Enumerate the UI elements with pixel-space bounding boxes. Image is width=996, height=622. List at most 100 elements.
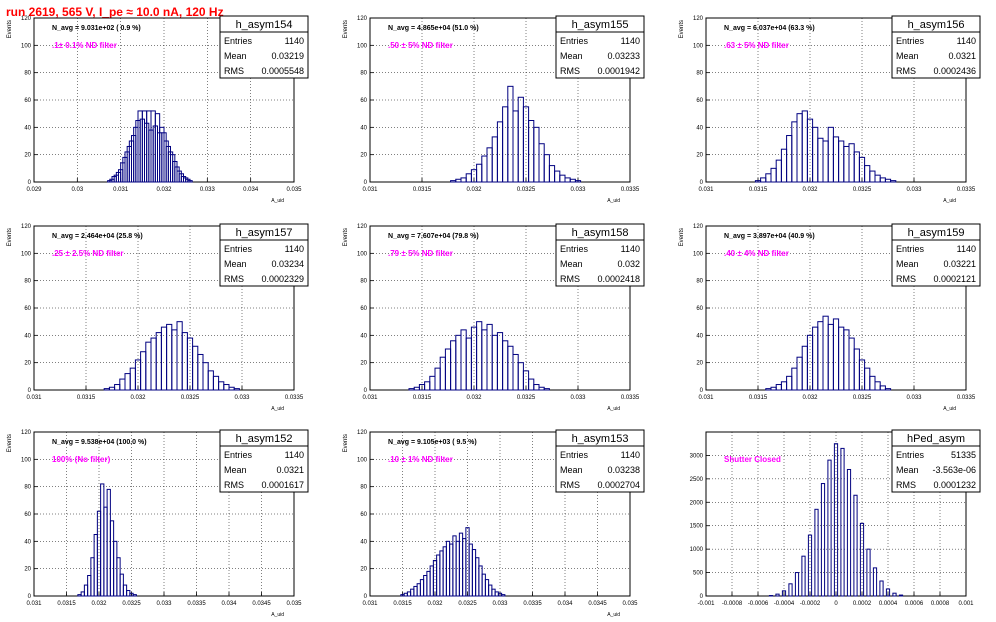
histogram-name: h_asym153 <box>572 433 629 445</box>
histogram-bin <box>569 178 576 183</box>
x-axis-label: A_uid <box>943 198 956 204</box>
navg-label: N_avg = 6.037e+04 (63.3 %) <box>724 25 815 32</box>
histogram-bin <box>801 555 806 597</box>
stat-label: Entries <box>896 450 925 460</box>
histogram-bin <box>486 147 493 183</box>
x-tick-label: 0.029 <box>26 187 42 193</box>
stats-box <box>555 429 645 493</box>
stat-label: Entries <box>224 244 253 254</box>
y-tick-label: 100 <box>693 43 704 49</box>
stat-value-mean: 0.03233 <box>607 51 640 61</box>
histogram-bin <box>846 468 852 597</box>
histogram-bin <box>827 459 832 597</box>
y-tick-label: 100 <box>357 251 368 257</box>
histogram-name: h_asym158 <box>572 227 629 239</box>
y-tick-label: 40 <box>360 125 367 131</box>
histogram-bin <box>114 384 121 391</box>
histogram-bin <box>166 323 173 391</box>
y-tick-label: 0 <box>364 594 368 600</box>
navg-label: N_avg = 9.031e+02 ( 0.9 %) <box>52 25 141 32</box>
histogram-bin <box>820 483 826 597</box>
histogram-bin <box>564 177 571 183</box>
histogram-bin <box>853 151 860 183</box>
y-axis-label: Events <box>7 228 13 246</box>
histogram-bin <box>838 140 845 183</box>
filter-label: .40 ± 4% ND filter <box>724 249 789 258</box>
x-tick-label: 0.032 <box>156 187 172 193</box>
stats-box <box>219 429 309 493</box>
x-tick-label: 0.0335 <box>285 395 304 401</box>
histogram-bin <box>874 174 881 183</box>
y-tick-label: 80 <box>24 71 31 77</box>
histogram-bin <box>455 178 462 183</box>
x-tick-label: 0.0325 <box>517 187 536 193</box>
stat-value-mean: 0.03238 <box>607 465 640 475</box>
x-tick-label: 0.0315 <box>749 395 768 401</box>
histogram-bin <box>812 326 819 391</box>
y-tick-label: 60 <box>696 306 703 312</box>
y-tick-label: 20 <box>360 567 367 573</box>
y-tick-label: 0 <box>28 594 32 600</box>
y-tick-label: 60 <box>360 306 367 312</box>
x-tick-label: 0.033 <box>492 601 508 607</box>
histogram-bin <box>507 345 514 391</box>
histogram-bin <box>559 174 566 183</box>
stat-value-entries: 1140 <box>621 244 640 254</box>
histogram-name: h_asym154 <box>236 19 293 31</box>
x-tick-label: 0.0345 <box>252 601 271 607</box>
histogram-bin <box>775 159 782 183</box>
histogram-bin <box>814 508 819 597</box>
histogram-bin <box>481 329 488 391</box>
stat-value-entries: 1140 <box>621 36 640 46</box>
y-tick-label: 100 <box>357 43 368 49</box>
stat-value-entries: 1140 <box>621 450 640 460</box>
x-axis-label: A_uid <box>271 612 284 618</box>
filter-label: 100% (No filter) <box>52 455 111 464</box>
x-tick-label: 0.033 <box>906 395 922 401</box>
x-tick-label: 0.0315 <box>77 395 96 401</box>
y-tick-label: 40 <box>696 333 703 339</box>
x-tick-label: 0.0335 <box>621 395 640 401</box>
histogram-name: h_asym159 <box>908 227 965 239</box>
histogram-bin <box>507 85 514 183</box>
y-tick-label: 40 <box>696 125 703 131</box>
stat-value-mean: 0.0321 <box>948 51 976 61</box>
y-tick-label: 20 <box>696 361 703 367</box>
x-tick-label: 0.0325 <box>853 395 872 401</box>
y-tick-label: 120 <box>357 430 368 436</box>
x-tick-label: 0.0325 <box>517 395 536 401</box>
x-tick-label: 0.031 <box>362 395 378 401</box>
histogram-bin <box>796 356 803 391</box>
stat-value-rms: 0.0005548 <box>261 66 304 76</box>
histogram-bin <box>543 388 550 391</box>
y-tick-label: 1000 <box>690 547 704 553</box>
stat-label: RMS <box>224 66 244 76</box>
histogram-bin <box>853 348 860 391</box>
histogram-bin <box>765 173 772 183</box>
x-axis-label: A_uid <box>271 198 284 204</box>
y-tick-label: 40 <box>360 333 367 339</box>
histogram-bin <box>543 154 550 183</box>
histogram-bin <box>822 140 829 183</box>
y-axis-label: Events <box>343 434 349 452</box>
y-tick-label: 40 <box>24 539 31 545</box>
histogram-bin <box>879 385 886 391</box>
x-axis-label: A_uid <box>607 198 620 204</box>
histogram-bin <box>528 378 535 391</box>
y-tick-label: 100 <box>693 251 704 257</box>
histogram-bin <box>496 121 504 183</box>
histogram-bin <box>832 318 840 391</box>
y-tick-label: 40 <box>24 333 31 339</box>
histogram-bin <box>150 337 157 391</box>
stat-label: Mean <box>896 465 919 475</box>
stat-label: Entries <box>224 450 253 460</box>
stat-value-entries: 1140 <box>285 450 304 460</box>
histogram-bin <box>848 143 855 183</box>
histogram-bin <box>884 178 892 183</box>
histogram-bin <box>460 329 467 391</box>
histogram-bin <box>460 177 467 183</box>
stat-value-rms: 0.0002436 <box>933 66 976 76</box>
stats-box <box>219 15 309 79</box>
histogram-bin <box>476 163 483 183</box>
